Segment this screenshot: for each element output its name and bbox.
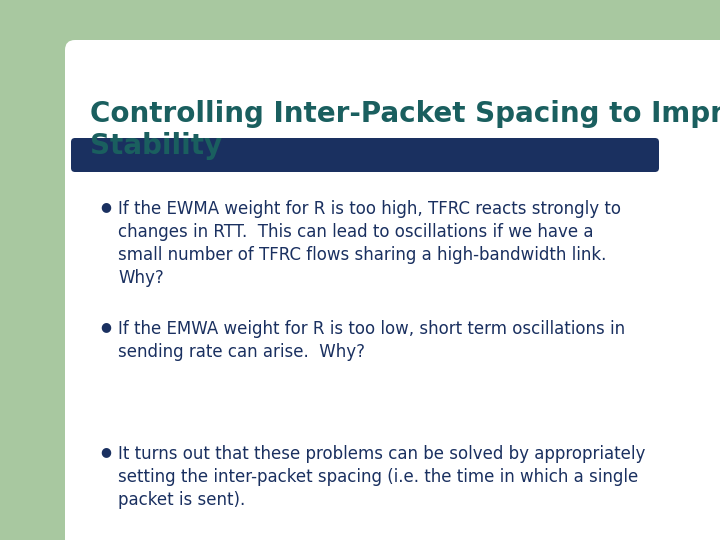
Text: ●: ● <box>100 200 111 213</box>
Text: ●: ● <box>100 320 111 333</box>
Text: If the EWMA weight for R is too high, TFRC reacts strongly to
changes in RTT.  T: If the EWMA weight for R is too high, TF… <box>118 200 621 287</box>
Text: Controlling Inter-Packet Spacing to Improve: Controlling Inter-Packet Spacing to Impr… <box>90 100 720 128</box>
Text: It turns out that these problems can be solved by appropriately
setting the inte: It turns out that these problems can be … <box>118 445 645 509</box>
Text: ●: ● <box>100 445 111 458</box>
FancyBboxPatch shape <box>75 340 720 540</box>
FancyBboxPatch shape <box>75 50 275 540</box>
Text: Stability: Stability <box>90 132 222 160</box>
Text: If the EMWA weight for R is too low, short term oscillations in
sending rate can: If the EMWA weight for R is too low, sho… <box>118 320 625 361</box>
FancyBboxPatch shape <box>65 40 720 540</box>
FancyBboxPatch shape <box>71 138 659 172</box>
